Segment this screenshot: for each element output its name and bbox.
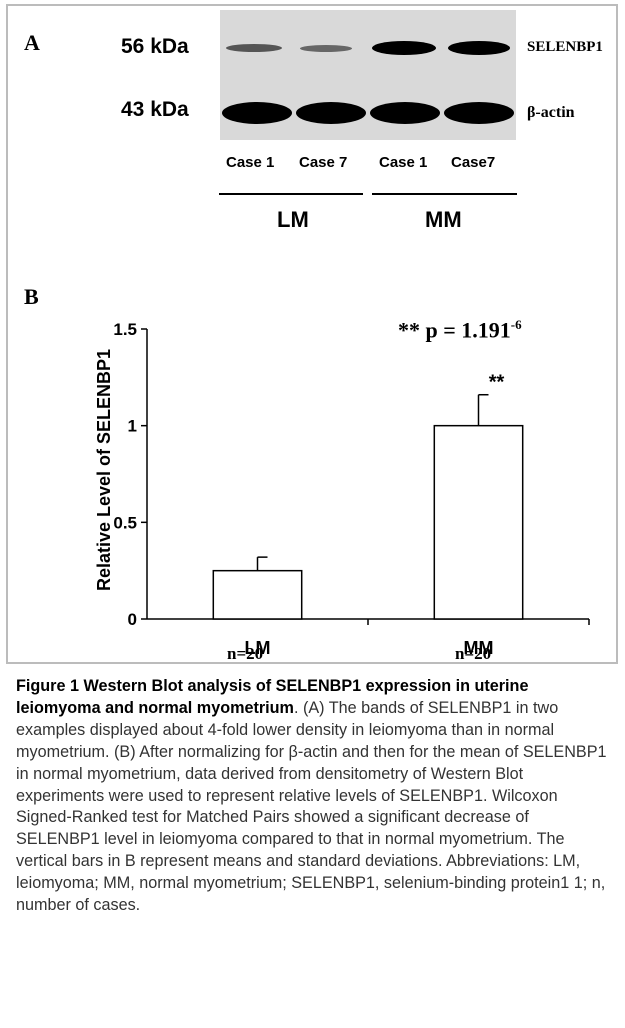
panel-a-letter: A (24, 30, 40, 55)
lane-label: Case 7 (299, 154, 348, 171)
mw-56-label: 56 kDa (121, 35, 189, 58)
bar-lm (212, 569, 303, 620)
band-lm-case7-actin (296, 102, 366, 124)
y-tick-label: 1 (128, 417, 137, 436)
lane-label: Case 1 (379, 154, 428, 171)
n-label-mm: n=20 (455, 644, 492, 663)
significance-text: ** p = 1.191 (398, 317, 511, 343)
significance-stars: ** (489, 372, 505, 394)
band-lm-case7-selenbp1 (300, 45, 352, 52)
band-lm-case1-selenbp1 (226, 44, 282, 52)
bar-mm (433, 424, 524, 620)
panel-b-letter: B (24, 284, 39, 309)
band-mm-case1-actin (370, 102, 440, 124)
protein-actin-label: β-actin (527, 104, 575, 121)
band-mm-case1-selenbp1 (372, 41, 436, 55)
n-label-lm: n=20 (227, 644, 264, 663)
y-axis-label: Relative Level of SELENBP1 (94, 349, 114, 591)
western-blot-image (220, 10, 516, 140)
band-mm-case7-selenbp1 (448, 41, 510, 55)
figure-caption: Figure 1 Western Blot analysis of SELENB… (16, 676, 612, 917)
y-tick-label: 0.5 (113, 513, 137, 532)
y-tick-label: 1.5 (113, 320, 137, 339)
lane-label: Case 1 (226, 154, 275, 171)
group-underline-lm (219, 193, 363, 195)
lane-label: Case7 (451, 154, 496, 171)
significance-exponent: -6 (510, 317, 522, 332)
group-label-lm: LM (277, 207, 309, 232)
x-tick-label: MM (464, 638, 494, 658)
group-underline-mm (372, 193, 517, 195)
significance-annotation: ** p = 1.191-6 (398, 317, 522, 343)
x-tick-label: LM (245, 638, 271, 658)
protein-selenbp1-label: SELENBP1 (527, 39, 603, 55)
band-mm-case7-actin (444, 102, 514, 124)
figure-frame (6, 4, 618, 664)
bar-chart: Relative Level of SELENBP1 0 0.5 1 1.5 LM MM… (94, 320, 590, 658)
y-tick-label: 0 (128, 610, 137, 629)
caption-title: Figure 1 Western Blot analysis of SELENB… (16, 677, 529, 717)
group-label-mm: MM (425, 207, 462, 232)
band-lm-case1-actin (222, 102, 292, 124)
caption-body: . (A) The bands of SELENBP1 in two examp… (16, 698, 607, 915)
mw-43-label: 43 kDa (121, 98, 189, 121)
